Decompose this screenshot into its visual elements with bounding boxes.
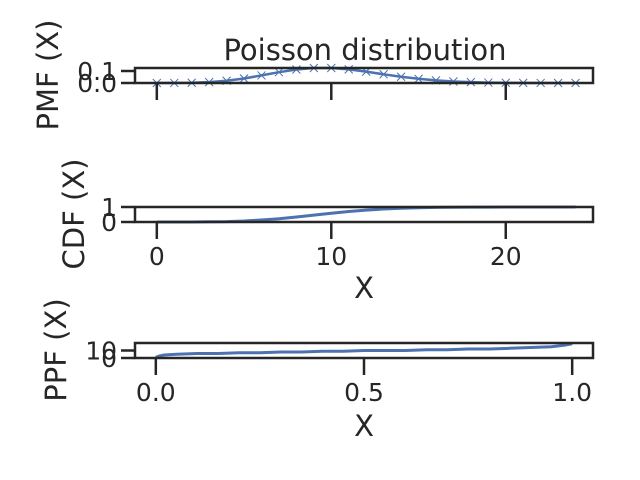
pmf-axes-frame <box>133 66 595 85</box>
ppf-panel: 0.0 0.5 1.0 010 X PPF (X) <box>39 298 595 443</box>
pmf-y-tick-label: 0.1 <box>77 57 117 86</box>
pmf-point-marker <box>239 74 249 83</box>
ppf-y-tick-label: 10 <box>85 337 117 366</box>
pmf-title: Poisson distribution <box>223 33 506 67</box>
pmf-point-marker <box>344 65 354 74</box>
pmf-point-marker <box>414 74 423 84</box>
ppf-y-axis-label: PPF (X) <box>39 298 73 401</box>
ppf-y-ticks: 010 <box>85 337 135 373</box>
pmf-x-ticks <box>155 83 508 100</box>
pmf-point-marker <box>379 69 388 79</box>
pmf-point-marker <box>274 67 284 77</box>
cdf-x-ticks: 0 10 20 <box>149 222 522 271</box>
cdf-panel: 0 10 20 01 X CDF (X) <box>57 159 595 305</box>
pmf-point-marker <box>396 72 406 82</box>
ppf-x-axis-label: X <box>354 409 374 443</box>
cdf-series <box>156 205 576 224</box>
cdf-x-tick-label: 10 <box>315 242 347 271</box>
cdf-y-tick-label: 0 <box>101 208 117 237</box>
pmf-point-marker <box>257 71 266 80</box>
ppf-x-ticks: 0.0 0.5 1.0 <box>136 358 592 407</box>
cdf-y-tick-label: 1 <box>101 193 117 222</box>
ppf-y-tick-label: 0 <box>101 344 117 373</box>
cdf-y-ticks: 01 <box>101 193 135 237</box>
pmf-y-ticks: 0.00.1 <box>77 57 135 98</box>
cdf-axes-frame <box>133 205 595 224</box>
cdf-x-axis-label: X <box>354 271 374 305</box>
ppf-x-tick-label: 0.0 <box>136 378 176 407</box>
cdf-x-tick-label: 0 <box>149 242 165 271</box>
ppf-series <box>155 342 573 359</box>
ppf-x-tick-label: 0.5 <box>344 378 384 407</box>
ppf-series-line <box>155 342 573 359</box>
cdf-series-line <box>156 205 576 224</box>
pmf-y-tick-label: 0.0 <box>77 69 117 98</box>
cdf-y-axis-label: CDF (X) <box>57 159 91 270</box>
pmf-series-line <box>156 66 576 85</box>
pmf-panel: Poisson distribution 0.00.1 PMF (X) <box>31 20 595 131</box>
pmf-y-axis-label: PMF (X) <box>31 20 65 131</box>
cdf-x-tick-label: 20 <box>490 242 522 271</box>
ppf-x-tick-label: 1.0 <box>552 378 592 407</box>
